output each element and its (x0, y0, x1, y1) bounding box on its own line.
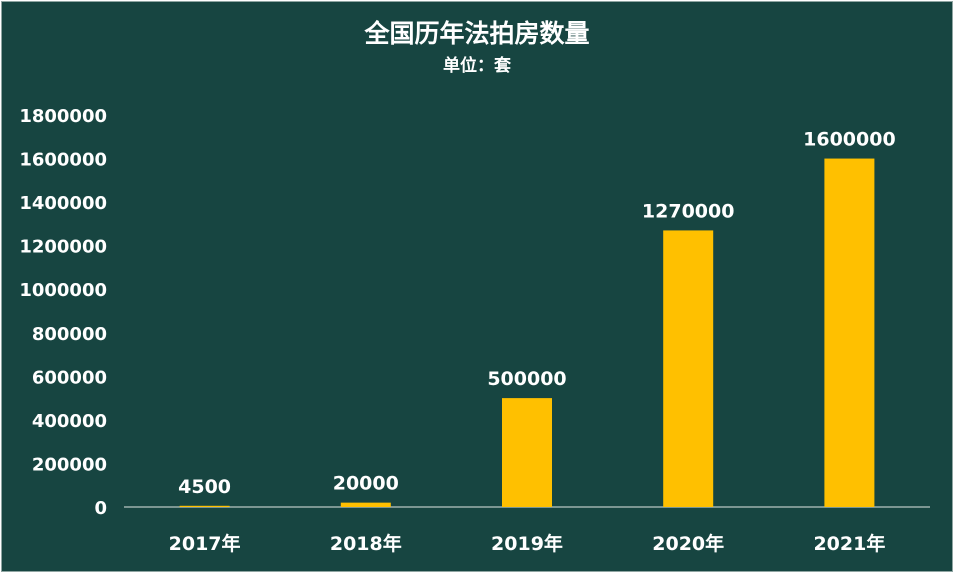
chart-title: 全国历年法拍房数量 (364, 19, 590, 48)
x-tick-label: 2020年 (652, 532, 724, 555)
x-tick-label: 2019年 (491, 532, 563, 555)
data-label: 1270000 (642, 200, 735, 222)
y-tick-label: 200000 (32, 454, 107, 475)
y-tick-label: 600000 (32, 367, 107, 388)
bar-3 (663, 230, 714, 507)
bar-2 (502, 398, 552, 507)
y-tick-label: 800000 (32, 324, 107, 345)
x-tick-label: 2017年 (169, 532, 241, 555)
bar-4 (824, 158, 875, 508)
y-tick-label: 1400000 (19, 193, 107, 214)
y-tick-label: 1200000 (19, 237, 107, 258)
x-tick-label: 2021年 (813, 532, 885, 555)
data-label: 4500 (178, 476, 231, 498)
chart-subtitle: 单位：套 (443, 56, 511, 76)
data-label: 500000 (487, 368, 566, 390)
y-tick-label: 1600000 (19, 150, 107, 171)
data-label: 1600000 (803, 129, 896, 151)
data-label: 20000 (333, 473, 399, 495)
y-tick-label: 0 (94, 498, 107, 519)
bar-0 (179, 505, 230, 507)
y-tick-label: 1800000 (19, 106, 107, 127)
bar-1 (340, 502, 391, 507)
y-tick-label: 1000000 (19, 280, 107, 301)
y-tick-label: 400000 (32, 411, 107, 432)
x-tick-label: 2018年 (330, 532, 402, 555)
